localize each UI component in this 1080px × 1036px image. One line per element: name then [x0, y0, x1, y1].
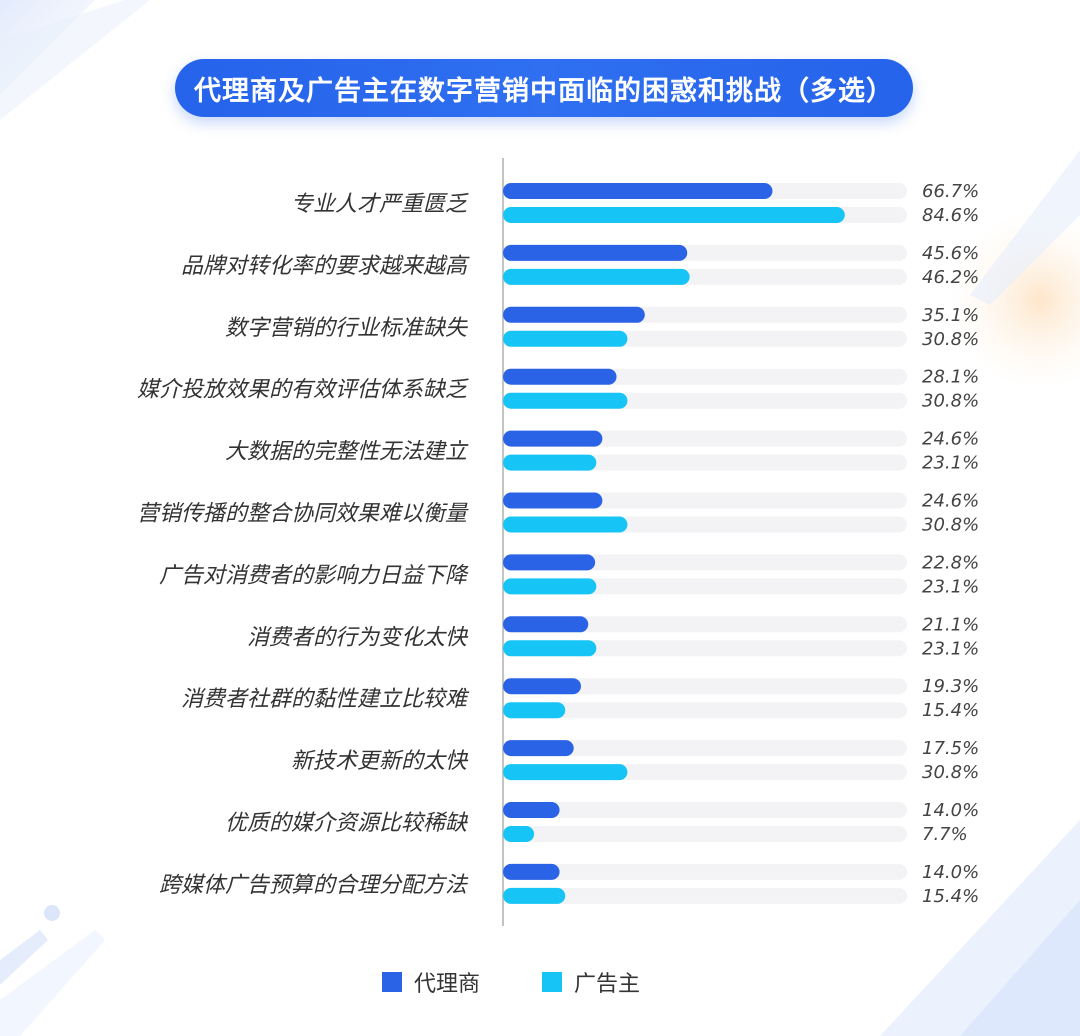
category-label: 媒介投放效果的有效评估体系缺乏	[137, 378, 469, 403]
bar-track	[503, 678, 907, 695]
bar-advertiser	[503, 454, 597, 471]
bar-agency	[503, 183, 773, 199]
bar-track	[503, 826, 907, 842]
bar-track	[503, 554, 907, 571]
value-label: 28.1%	[922, 367, 979, 388]
legend-item-agency: 代理商	[382, 966, 480, 998]
value-label: 24.6%	[922, 429, 979, 450]
value-label: 23.1%	[922, 576, 979, 597]
bar-track	[503, 702, 907, 719]
value-label: 66.7%	[922, 181, 979, 202]
value-label: 15.4%	[922, 700, 979, 721]
bar-agency	[503, 244, 688, 261]
legend-label-agency: 代理商	[414, 972, 481, 997]
legend-swatch-advertiser	[542, 972, 563, 992]
bar-advertiser	[503, 330, 628, 347]
bar-track	[503, 640, 907, 657]
bar-advertiser	[503, 702, 566, 719]
bar-agency	[503, 554, 596, 571]
value-label: 30.8%	[922, 762, 979, 783]
bar-agency	[503, 616, 589, 633]
category-label: 营销传播的整合协同效果难以衡量	[137, 502, 469, 527]
bar-agency	[503, 430, 603, 447]
bar-advertiser	[503, 207, 845, 223]
bar-agency	[503, 368, 617, 385]
category-label: 专业人才严重匮乏	[291, 192, 469, 217]
bar-agency	[503, 492, 603, 509]
bar-track	[503, 740, 907, 757]
category-label: 广告对消费者的影响力日益下降	[159, 563, 469, 588]
legend-swatch-agency	[382, 972, 402, 992]
category-label: 数字营销的行业标准缺失	[225, 316, 468, 341]
bar-advertiser	[503, 578, 597, 595]
bar-advertiser	[503, 516, 628, 533]
bar-advertiser	[503, 640, 597, 657]
bar-agency	[503, 306, 645, 323]
category-label: 优质的媒介资源比较稀缺	[225, 811, 469, 836]
bar-agency	[503, 863, 560, 880]
value-label: 30.8%	[922, 391, 979, 412]
bar-agency	[503, 802, 560, 818]
bar-track	[503, 430, 907, 447]
bar-track	[503, 863, 907, 880]
value-label: 15.4%	[922, 886, 979, 907]
value-label: 30.8%	[922, 329, 979, 350]
category-label: 跨媒体广告预算的合理分配方法	[159, 873, 469, 898]
bar-agency	[503, 678, 581, 695]
value-label: 23.1%	[922, 638, 979, 659]
category-label: 品牌对转化率的要求越来越高	[181, 254, 470, 279]
category-label: 消费者社群的黏性建立比较难	[181, 687, 470, 712]
legend-item-advertiser: 广告主	[542, 966, 640, 998]
legend: 代理商 广告主	[382, 966, 640, 998]
bar-advertiser	[503, 887, 566, 904]
category-label: 大数据的完整性无法建立	[225, 440, 469, 465]
value-label: 14.0%	[922, 800, 979, 821]
value-label: 46.2%	[922, 267, 979, 288]
category-label: 新技术更新的太快	[291, 749, 469, 774]
bar-advertiser	[503, 764, 628, 781]
value-label: 84.6%	[922, 205, 979, 226]
value-label: 17.5%	[922, 738, 979, 759]
bar-agency	[503, 740, 574, 757]
bar-track	[503, 616, 907, 633]
value-label: 24.6%	[922, 491, 979, 512]
value-label: 21.1%	[922, 614, 979, 635]
bar-track	[503, 578, 907, 595]
value-label: 19.3%	[922, 676, 979, 697]
value-label: 35.1%	[922, 305, 979, 326]
bar-track	[503, 492, 907, 509]
bar-advertiser	[503, 826, 535, 842]
value-label: 45.6%	[922, 243, 979, 264]
bar-track	[503, 802, 907, 818]
bar-advertiser	[503, 268, 690, 285]
bar-track	[503, 454, 907, 471]
category-label: 消费者的行为变化太快	[247, 625, 469, 650]
value-label: 7.7%	[922, 824, 968, 845]
chart-title: 代理商及广告主在数字营销中面临的困惑和挑战（多选）	[175, 59, 913, 117]
value-label: 30.8%	[922, 515, 979, 536]
legend-label-advertiser: 广告主	[574, 972, 641, 997]
value-label: 22.8%	[922, 552, 979, 573]
bar-advertiser	[503, 392, 628, 409]
value-label: 23.1%	[922, 453, 979, 474]
bar-track	[503, 887, 907, 904]
value-label: 14.0%	[922, 862, 979, 883]
